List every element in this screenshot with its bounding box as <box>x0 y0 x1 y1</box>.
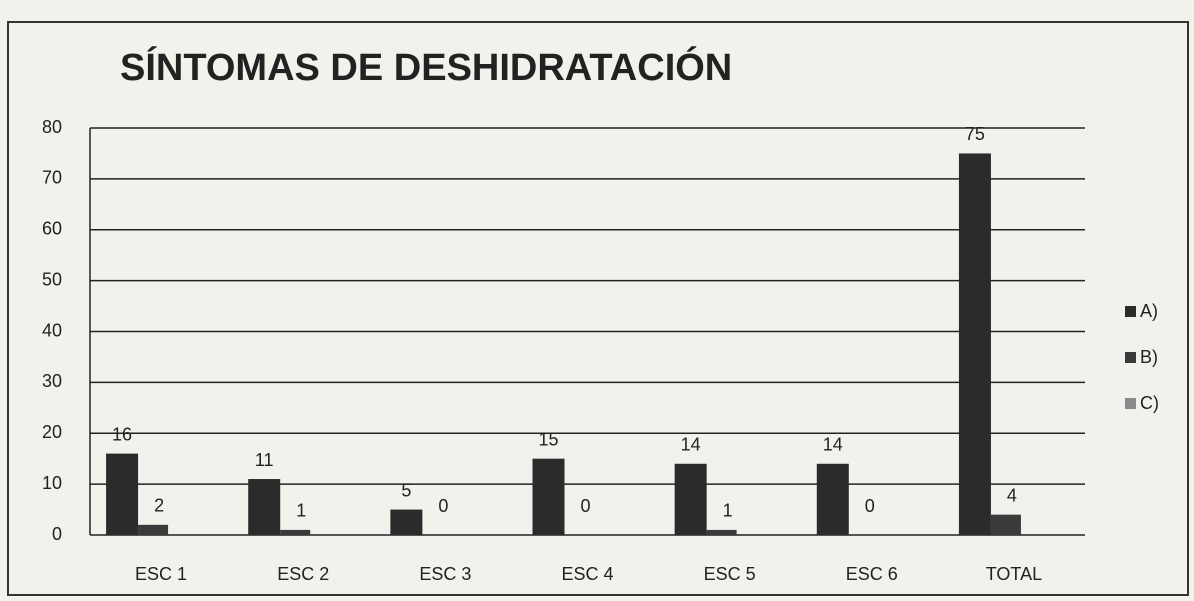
data-label: 0 <box>438 496 448 516</box>
bar <box>248 479 281 535</box>
bar <box>106 453 139 535</box>
data-label: 16 <box>112 424 132 444</box>
bar <box>816 463 849 535</box>
bar <box>958 153 991 535</box>
legend-label: A) <box>1140 301 1158 321</box>
bar <box>532 458 565 535</box>
data-label: 1 <box>296 501 306 521</box>
legend-label: C) <box>1140 393 1159 413</box>
bar <box>138 524 169 535</box>
legend-swatch <box>1125 306 1136 317</box>
y-tick-label: 50 <box>42 269 62 289</box>
bar <box>280 529 311 535</box>
data-label: 0 <box>865 496 875 516</box>
chart-border <box>7 21 1189 596</box>
y-tick-label: 40 <box>42 320 62 340</box>
bar <box>990 514 1021 535</box>
data-label: 0 <box>580 496 590 516</box>
bar <box>706 529 737 535</box>
y-tick-label: 30 <box>42 371 62 391</box>
bar <box>390 509 423 535</box>
chart-title: SÍNTOMAS DE DESHIDRATACIÓN <box>120 45 732 89</box>
data-label: 14 <box>823 435 843 455</box>
x-tick-label: TOTAL <box>986 564 1042 584</box>
y-tick-label: 80 <box>42 117 62 137</box>
legend-swatch <box>1125 352 1136 363</box>
x-tick-label: ESC 1 <box>135 564 187 584</box>
legend-swatch <box>1125 398 1136 409</box>
x-tick-label: ESC 5 <box>704 564 756 584</box>
legend-label: B) <box>1140 347 1158 367</box>
x-tick-label: ESC 2 <box>277 564 329 584</box>
data-label: 11 <box>255 450 274 470</box>
data-label: 2 <box>154 496 164 516</box>
y-tick-label: 20 <box>42 422 62 442</box>
x-tick-label: ESC 4 <box>561 564 613 584</box>
y-tick-label: 60 <box>42 219 62 239</box>
x-tick-label: ESC 6 <box>846 564 898 584</box>
data-label: 4 <box>1007 485 1017 505</box>
bar <box>674 463 707 535</box>
x-tick-label: ESC 3 <box>419 564 471 584</box>
data-label: 5 <box>401 480 411 500</box>
data-label: 1 <box>723 501 733 521</box>
y-tick-label: 0 <box>52 524 62 544</box>
data-label: 75 <box>965 124 985 144</box>
y-tick-label: 70 <box>42 168 62 188</box>
data-label: 15 <box>538 429 558 449</box>
y-tick-label: 10 <box>42 473 62 493</box>
data-label: 14 <box>681 435 701 455</box>
